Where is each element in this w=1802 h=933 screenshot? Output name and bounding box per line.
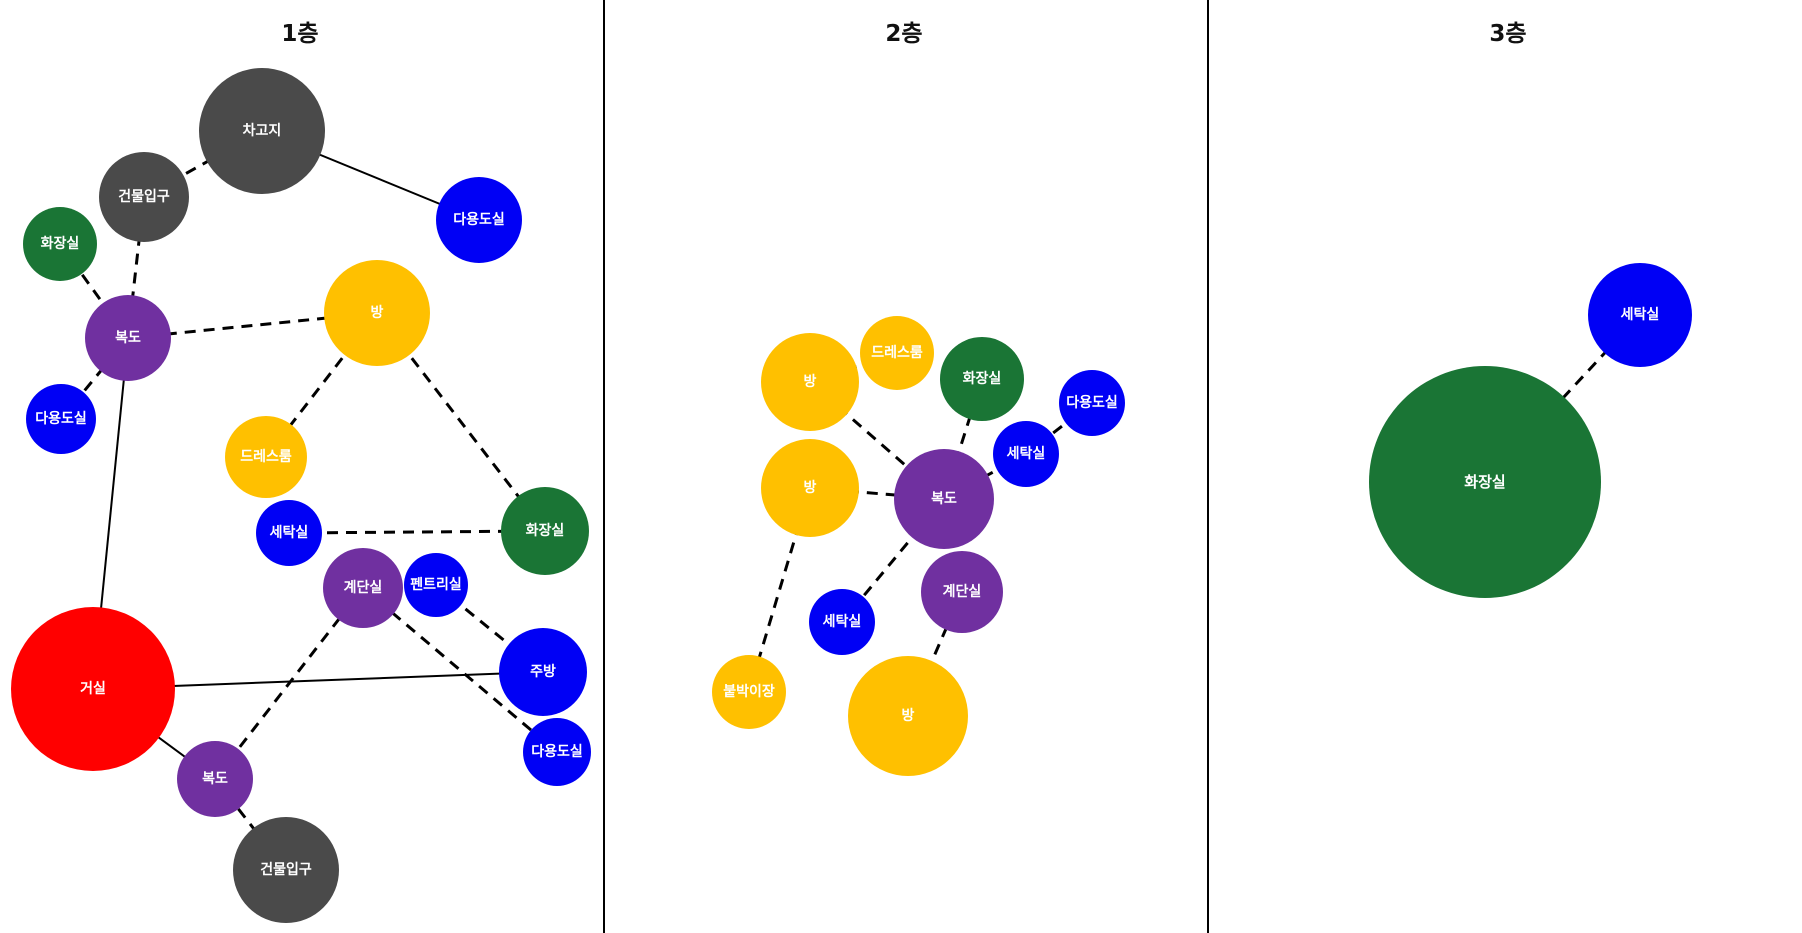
room-label: 펜트리실 <box>410 577 462 593</box>
room-label: 다용도실 <box>453 212 505 228</box>
room-bubble <box>323 548 403 628</box>
room-node-floor1-bath: 화장실 <box>23 207 97 281</box>
room-node-floor1-hall-bottom: 복도 <box>177 741 253 817</box>
floor-3-title: 3층 <box>1489 21 1527 47</box>
room-label: 방 <box>371 304 384 321</box>
room-label: 화장실 <box>963 370 1002 387</box>
room-bubble <box>85 295 171 381</box>
room-label: 계단실 <box>943 583 982 600</box>
room-node-floor2-bath: 화장실 <box>940 337 1024 421</box>
room-label: 화장실 <box>1464 473 1505 491</box>
room-bubble <box>23 207 97 281</box>
room-node-floor2-hall: 복도 <box>894 449 994 549</box>
room-label: 드레스룸 <box>240 449 292 465</box>
link-floor1-stairs-utility-bottom <box>362 586 558 754</box>
room-node-floor1-utility-bottom: 다용도실 <box>523 718 591 786</box>
room-label: 거실 <box>80 681 106 697</box>
room-label: 방 <box>804 479 817 496</box>
room-bubble <box>256 500 322 566</box>
room-node-floor1-utility-top: 다용도실 <box>436 177 522 263</box>
room-bubble <box>499 628 587 716</box>
room-bubble <box>712 655 786 729</box>
link-floor1-stairs-hall-bottom <box>213 587 365 780</box>
room-label: 방 <box>804 373 817 390</box>
room-bubble <box>404 553 468 617</box>
room-bubble <box>523 718 591 786</box>
room-node-floor1-dress: 드레스룸 <box>225 416 307 498</box>
room-node-floor1-kitchen: 주방 <box>499 628 587 716</box>
room-label: 드레스룸 <box>871 345 923 361</box>
room-bubble <box>761 333 859 431</box>
room-bubble <box>1369 366 1601 598</box>
room-node-floor1-entrance-bottom: 건물입구 <box>233 817 339 923</box>
room-bubble <box>199 68 325 194</box>
room-bubble <box>921 551 1003 633</box>
room-label: 세탁실 <box>270 524 309 541</box>
room-label: 붙박이장 <box>723 683 775 700</box>
room-node-floor1-laundry: 세탁실 <box>256 500 322 566</box>
room-node-floor2-utility: 다용도실 <box>1059 370 1125 436</box>
room-label: 세탁실 <box>1621 306 1660 323</box>
room-label: 방 <box>902 707 915 724</box>
room-bubble <box>993 421 1059 487</box>
room-bubble <box>860 316 934 390</box>
room-node-floor1-stairs: 계단실 <box>323 548 403 628</box>
room-label: 다용도실 <box>531 744 583 760</box>
floor-2-title: 2층 <box>885 21 923 47</box>
room-node-floor1-entrance-top: 건물입구 <box>99 152 189 242</box>
room-label: 복도 <box>931 491 957 507</box>
room-bubble <box>501 487 589 575</box>
room-label: 세탁실 <box>1007 445 1046 462</box>
room-label: 세탁실 <box>823 613 862 630</box>
room-node-floor1-hall-top: 복도 <box>85 295 171 381</box>
room-node-floor2-room-a: 방 <box>761 333 859 431</box>
room-label: 계단실 <box>344 579 383 596</box>
room-bubble <box>324 260 430 366</box>
room-bubble <box>99 152 189 242</box>
room-bubble <box>233 817 339 923</box>
room-node-floor2-laundry-a: 세탁실 <box>993 421 1059 487</box>
room-bubble <box>848 656 968 776</box>
room-node-floor2-room-c: 방 <box>848 656 968 776</box>
room-bubble <box>225 416 307 498</box>
room-bubble <box>177 741 253 817</box>
room-bubble <box>809 589 875 655</box>
room-node-floor3-laundry: 세탁실 <box>1588 263 1692 367</box>
room-node-floor1-pantry: 펜트리실 <box>404 553 468 617</box>
room-node-floor1-garage: 차고지 <box>199 68 325 194</box>
room-node-floor1-living: 거실 <box>11 607 175 771</box>
room-node-floor2-room-b: 방 <box>761 439 859 537</box>
room-label: 주방 <box>530 663 556 680</box>
room-node-floor2-closet: 붙박이장 <box>712 655 786 729</box>
room-label: 다용도실 <box>1066 395 1118 411</box>
room-node-floor3-bath: 화장실 <box>1369 366 1601 598</box>
room-node-floor2-stairs: 계단실 <box>921 551 1003 633</box>
room-label: 차고지 <box>243 123 282 139</box>
room-node-floor1-utility-left: 다용도실 <box>26 384 96 454</box>
room-node-floor2-dress: 드레스룸 <box>860 316 934 390</box>
room-bubble <box>11 607 175 771</box>
room-label: 복도 <box>115 330 141 346</box>
room-bubble <box>1588 263 1692 367</box>
room-bubble <box>26 384 96 454</box>
room-bubble <box>894 449 994 549</box>
floor-1-title: 1층 <box>281 21 319 47</box>
room-bubble <box>1059 370 1125 436</box>
room-node-floor2-laundry-b: 세탁실 <box>809 589 875 655</box>
room-label: 복도 <box>202 771 228 787</box>
room-label: 다용도실 <box>35 411 87 427</box>
room-node-floor1-bath-right: 화장실 <box>501 487 589 575</box>
room-label: 화장실 <box>41 235 80 252</box>
room-bubble <box>436 177 522 263</box>
link-floor2-utility-laundry-a <box>1025 401 1093 456</box>
room-bubble <box>940 337 1024 421</box>
room-label: 건물입구 <box>118 188 170 205</box>
room-label: 화장실 <box>526 522 565 539</box>
room-node-floor1-room: 방 <box>324 260 430 366</box>
room-bubble <box>761 439 859 537</box>
room-label: 건물입구 <box>260 861 312 878</box>
